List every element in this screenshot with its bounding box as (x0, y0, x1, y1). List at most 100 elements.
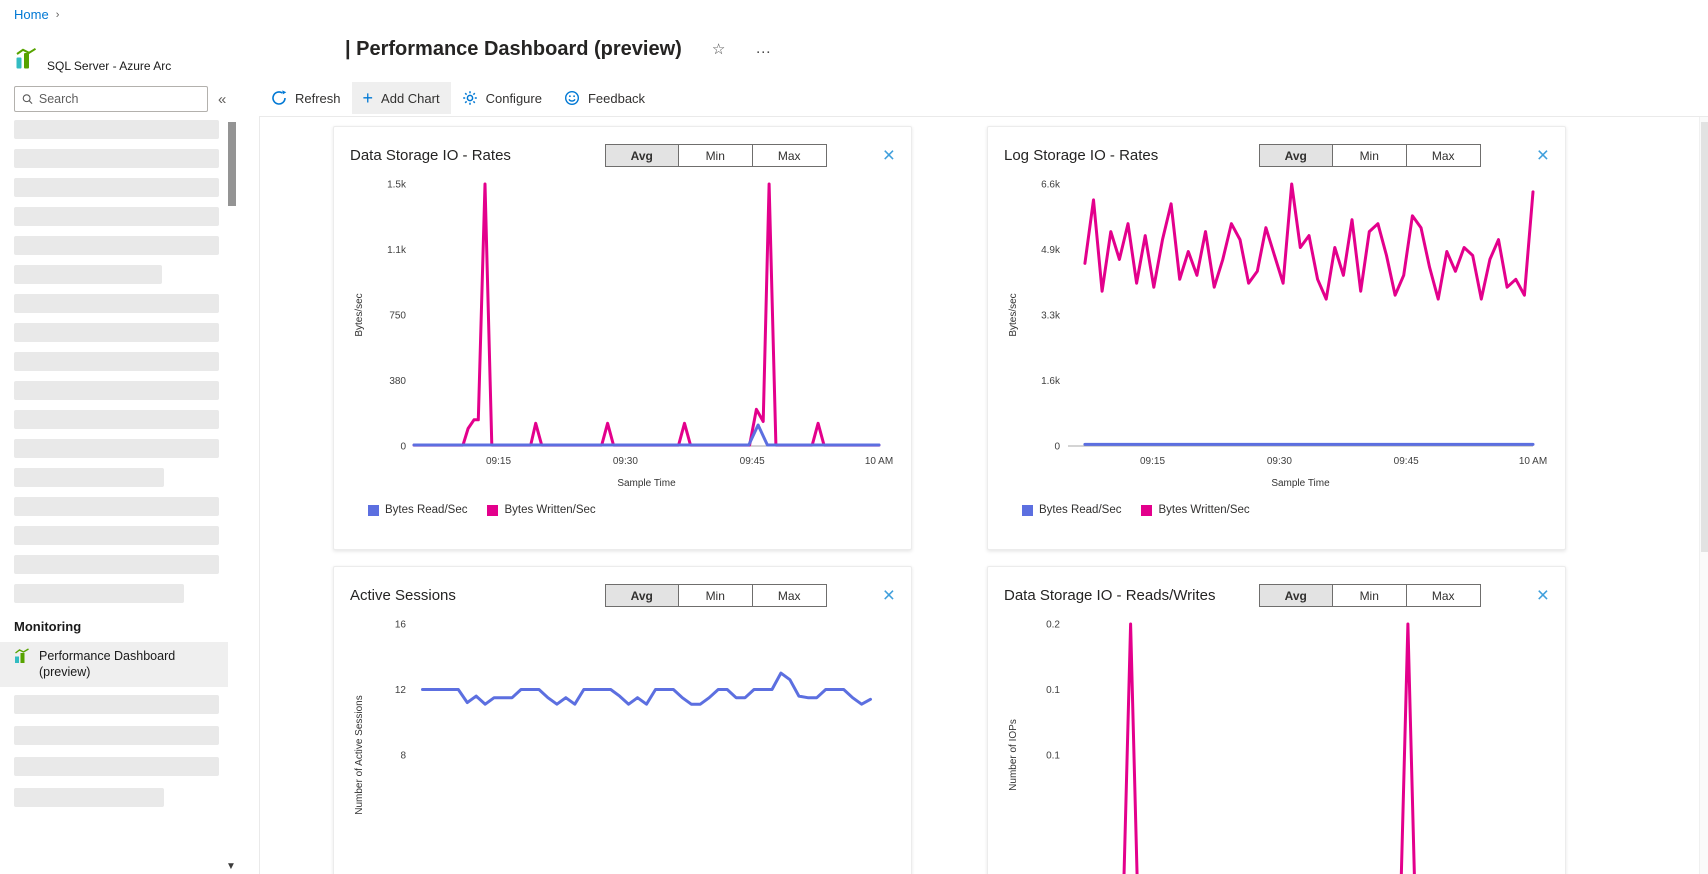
plus-icon: + (362, 88, 374, 108)
resource-type-label: SQL Server - Azure Arc (47, 59, 172, 73)
scrollbar-thumb[interactable] (228, 122, 236, 206)
agg-avg-button[interactable]: Avg (604, 584, 679, 607)
performance-dashboard-icon (14, 648, 30, 667)
agg-min-button[interactable]: Min (678, 584, 753, 607)
skeleton-item (14, 207, 219, 226)
command-bar: Refresh + Add Chart Configure (246, 80, 1708, 116)
svg-text:6.6k: 6.6k (1041, 180, 1061, 191)
legend-item[interactable]: Bytes Read/Sec (1022, 504, 1121, 516)
sidebar-skeleton-list (14, 120, 246, 603)
line-chart: 16 12 8 Number of Active Sessions (350, 610, 895, 874)
legend-swatch (487, 504, 499, 516)
agg-toggle-group: Avg Min Max (1258, 144, 1481, 167)
svg-text:09:45: 09:45 (740, 456, 765, 467)
agg-toggle-group: Avg Min Max (604, 144, 827, 167)
svg-text:09:45: 09:45 (1394, 456, 1419, 467)
agg-min-button[interactable]: Min (678, 144, 753, 167)
svg-text:09:15: 09:15 (1140, 456, 1165, 467)
sidebar-skeleton-list (14, 694, 246, 807)
line-chart: 0 1.6k 3.3k 4.9k 6.6k 09:15 09:30 09:45 10 AM Sam… (1004, 170, 1549, 502)
agg-min-button[interactable]: Min (1332, 584, 1407, 607)
skeleton-item (14, 526, 219, 545)
svg-text:1.5k: 1.5k (387, 180, 407, 191)
chart-legend: Bytes Read/Sec Bytes Written/Sec (1022, 504, 1549, 516)
page-title: | Performance Dashboard (preview) (345, 38, 682, 60)
add-chart-button[interactable]: + Add Chart (351, 82, 451, 114)
legend-item[interactable]: Bytes Written/Sec (1141, 504, 1250, 516)
skeleton-item (14, 178, 219, 197)
skeleton-item (14, 468, 164, 487)
svg-text:Number of IOPs: Number of IOPs (1008, 719, 1019, 791)
agg-max-button[interactable]: Max (1406, 584, 1481, 607)
legend-item[interactable]: Bytes Written/Sec (487, 504, 596, 516)
svg-text:Number of Active Sessions: Number of Active Sessions (354, 695, 365, 815)
svg-text:0.1: 0.1 (1046, 685, 1060, 696)
main-scrollbar[interactable] (1699, 117, 1708, 874)
sidebar-scrollbar[interactable]: ▼ (226, 118, 236, 874)
skeleton-item (14, 265, 162, 284)
skeleton-item (14, 120, 219, 139)
refresh-icon (272, 90, 287, 105)
skeleton-item (14, 787, 164, 807)
svg-text:1.1k: 1.1k (387, 245, 407, 256)
skeleton-item (14, 381, 219, 400)
skeleton-item (14, 725, 219, 745)
legend-swatch (1022, 504, 1033, 516)
chevron-right-icon: › (55, 8, 60, 21)
agg-max-button[interactable]: Max (752, 144, 827, 167)
skeleton-item (14, 694, 219, 714)
scroll-down-icon[interactable]: ▼ (226, 861, 236, 872)
svg-text:Bytes/sec: Bytes/sec (354, 293, 365, 336)
agg-max-button[interactable]: Max (1406, 144, 1481, 167)
agg-avg-button[interactable]: Avg (1258, 584, 1333, 607)
svg-text:Sample Time: Sample Time (617, 478, 676, 489)
skeleton-item (14, 294, 219, 313)
svg-text:3.3k: 3.3k (1041, 311, 1061, 322)
search-input[interactable] (38, 92, 200, 106)
favorite-star-icon[interactable]: ☆ (711, 41, 726, 58)
svg-text:0.1: 0.1 (1046, 751, 1060, 762)
dashboard-canvas: Data Storage IO - Rates Avg Min Max × 0 380… (259, 116, 1708, 874)
skeleton-item (14, 410, 219, 429)
search-icon (22, 94, 33, 105)
more-options-icon[interactable]: … (755, 40, 774, 57)
configure-button[interactable]: Configure (451, 82, 553, 114)
feedback-button[interactable]: Feedback (553, 82, 656, 114)
svg-text:10 AM: 10 AM (1519, 456, 1547, 467)
legend-swatch (368, 504, 379, 516)
breadcrumb-home-link[interactable]: Home (14, 7, 49, 22)
agg-avg-button[interactable]: Avg (604, 144, 679, 167)
close-icon[interactable]: × (1536, 583, 1549, 607)
refresh-button[interactable]: Refresh (260, 82, 352, 114)
svg-text:09:15: 09:15 (486, 456, 511, 467)
collapse-sidebar-button[interactable]: « (218, 90, 227, 108)
chart-card-active-sessions: Active Sessions Avg Min Max × 16 12 8 Number … (333, 566, 912, 874)
agg-max-button[interactable]: Max (752, 584, 827, 607)
svg-text:0: 0 (400, 442, 406, 453)
skeleton-item (14, 555, 219, 574)
skeleton-item (14, 149, 219, 168)
svg-text:10 AM: 10 AM (865, 456, 893, 467)
close-icon[interactable]: × (1536, 143, 1549, 167)
svg-text:12: 12 (395, 685, 407, 696)
skeleton-item (14, 236, 219, 255)
svg-text:4.9k: 4.9k (1041, 245, 1061, 256)
chart-card-log-storage-io-rates: Log Storage IO - Rates Avg Min Max × 0 1.6k… (987, 126, 1566, 550)
svg-text:0.2: 0.2 (1046, 620, 1060, 631)
chart-card-data-storage-io-rates: Data Storage IO - Rates Avg Min Max × 0 380… (333, 126, 912, 550)
feedback-smiley-icon (564, 90, 579, 106)
chart-legend: Bytes Read/Sec Bytes Written/Sec (368, 504, 895, 516)
close-icon[interactable]: × (882, 583, 895, 607)
agg-avg-button[interactable]: Avg (1258, 144, 1333, 167)
chart-title: Data Storage IO - Rates (350, 147, 511, 164)
close-icon[interactable]: × (882, 143, 895, 167)
sidebar-item-performance-dashboard[interactable]: Performance Dashboard (preview) (0, 642, 228, 687)
skeleton-item (14, 352, 219, 371)
legend-item[interactable]: Bytes Read/Sec (368, 504, 467, 516)
agg-min-button[interactable]: Min (1332, 144, 1407, 167)
svg-text:Sample Time: Sample Time (1271, 478, 1330, 489)
svg-text:380: 380 (389, 376, 406, 387)
svg-text:09:30: 09:30 (613, 456, 638, 467)
scrollbar-thumb[interactable] (1701, 122, 1708, 552)
chart-title: Data Storage IO - Reads/Writes (1004, 587, 1216, 604)
